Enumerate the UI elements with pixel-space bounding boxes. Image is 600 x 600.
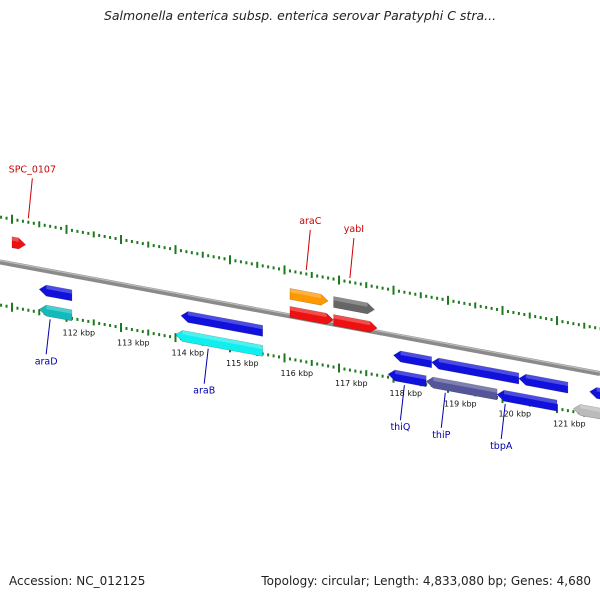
reverse-gene-shade [580, 404, 600, 412]
reverse-gene-shade [525, 374, 568, 386]
forward-gene-shade [12, 236, 19, 242]
reverse-gene [393, 350, 432, 369]
scale-label: 116 kbp [281, 369, 314, 378]
reverse-label-leader [500, 403, 506, 440]
reverse-gene-shade [182, 330, 263, 350]
reverse-gene-shade [395, 369, 427, 380]
reverse-gene-shade [46, 285, 72, 294]
forward-label-leader [349, 238, 355, 279]
reverse-gene [431, 357, 520, 385]
reverse-gene-shade [596, 387, 600, 392]
reverse-gene [589, 387, 600, 400]
forward-gene [289, 306, 335, 325]
reverse-gene-shade [433, 377, 498, 393]
reverse-gene-label: araB [193, 386, 215, 397]
reverse-gene [38, 284, 73, 302]
reverse-gene [180, 311, 264, 337]
scale-label: 118 kbp [390, 389, 423, 398]
forward-label-leader [27, 178, 33, 219]
reverse-gene [496, 389, 558, 412]
scale-label: 112 kbp [63, 328, 96, 337]
genome-summary: Topology: circular; Length: 4,833,080 bp… [261, 574, 591, 588]
reverse-gene [175, 330, 264, 357]
forward-tick-track [0, 214, 600, 331]
reverse-gene-shade [46, 305, 72, 314]
scale-label: 119 kbp [444, 399, 477, 408]
forward-gene-shade [333, 296, 368, 307]
reverse-gene-label: thiQ [390, 422, 410, 433]
forward-gene-shade [289, 288, 322, 299]
scale-label: 121 kbp [553, 420, 586, 429]
reverse-gene-label: araD [35, 356, 58, 367]
reverse-gene-shade [504, 390, 557, 404]
reverse-gene [572, 404, 600, 420]
reverse-gene [387, 369, 427, 388]
forward-gene [333, 296, 375, 315]
forward-gene-label: araC [299, 216, 322, 227]
forward-gene [289, 288, 329, 306]
reverse-gene-shade [400, 350, 432, 361]
gene-features [11, 236, 600, 420]
scale-label: 115 kbp [226, 359, 259, 368]
reverse-gene-shade [438, 358, 519, 377]
scale-label: 117 kbp [335, 379, 368, 388]
gene-labels: 112 kbp 113 kbp 114 kbp 115 kbp 116 kbp 117 k… [9, 164, 586, 452]
reverse-label-leader [399, 385, 405, 421]
reverse-gene [425, 376, 498, 401]
scale-label: 114 kbp [172, 349, 205, 358]
scale-label: 113 kbp [117, 339, 150, 348]
forward-gene [333, 314, 378, 333]
reverse-gene-shade [187, 311, 263, 330]
scale-label: 120 kbp [499, 409, 532, 418]
reverse-label-leader [203, 348, 209, 384]
reverse-gene [38, 304, 73, 322]
forward-gene-shade [289, 306, 327, 318]
reverse-gene-label: tbpA [490, 441, 513, 452]
reverse-gene [518, 373, 569, 394]
forward-label-leader [305, 229, 311, 271]
forward-gene-label: yabI [344, 224, 364, 235]
forward-gene-shade [333, 314, 371, 326]
accession-label: Accession: NC_012125 [9, 574, 146, 588]
map-title: Salmonella enterica subsp. enterica sero… [103, 8, 497, 23]
reverse-label-leader [440, 392, 446, 428]
forward-gene [11, 236, 27, 250]
forward-gene-label: SPC_0107 [9, 164, 56, 175]
reverse-gene-label: thiP [432, 430, 450, 441]
reverse-label-leader [45, 319, 51, 355]
